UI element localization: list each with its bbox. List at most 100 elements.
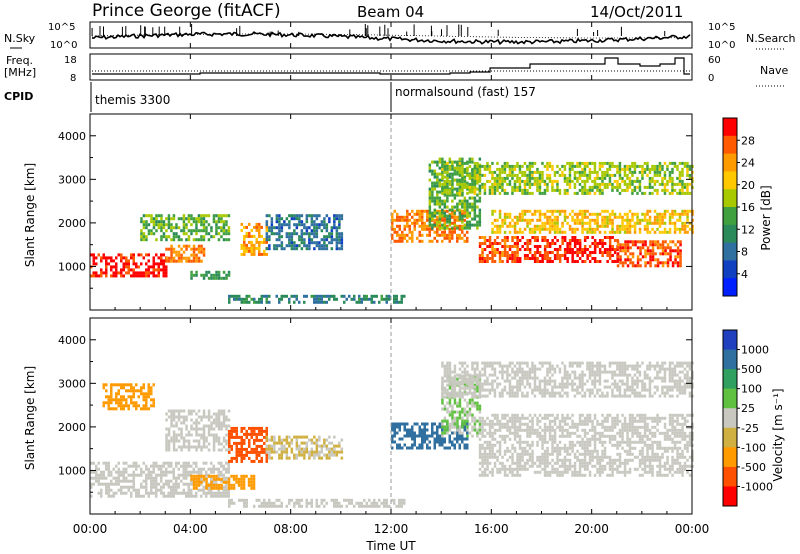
- velocity-cell: [350, 498, 353, 502]
- power-cell: [673, 182, 677, 186]
- power-cell: [513, 242, 517, 245]
- power-cell: [578, 170, 582, 174]
- power-cell: [398, 215, 401, 219]
- power-cell: [187, 238, 191, 242]
- velocity-cell: [160, 470, 163, 474]
- velocity-cell: [426, 437, 429, 441]
- power-cell: [268, 300, 271, 304]
- power-cell: [601, 173, 604, 177]
- power-cell: [446, 170, 449, 174]
- power-cell: [152, 268, 155, 272]
- velocity-cell: [456, 422, 459, 426]
- power-cell: [631, 264, 635, 268]
- power-cell: [157, 214, 161, 218]
- velocity-cell: [142, 494, 145, 498]
- power-cell: [536, 248, 539, 251]
- power-cell: [683, 230, 687, 234]
- velocity-cell: [333, 498, 336, 502]
- velocity-cell: [528, 413, 532, 417]
- velocity-cell: [237, 480, 241, 484]
- velocity-cell: [310, 498, 313, 502]
- power-cell: [476, 214, 479, 218]
- velocity-cell: [526, 467, 529, 471]
- velocity-cell: [578, 464, 582, 468]
- power-cell: [127, 268, 130, 272]
- velocity-cell: [551, 428, 554, 432]
- power-cell: [561, 164, 564, 168]
- power-cell: [461, 185, 464, 189]
- power-cell: [588, 230, 592, 234]
- power-cell: [280, 244, 284, 248]
- power-cell: [633, 188, 637, 192]
- velocity-cell: [438, 434, 441, 438]
- velocity-cell: [210, 415, 213, 419]
- power-cell: [556, 164, 559, 168]
- power-cell: [596, 176, 599, 180]
- velocity-cell: [446, 410, 449, 414]
- power-cell: [175, 253, 178, 257]
- velocity-cell: [443, 386, 447, 390]
- power-cell: [633, 227, 637, 231]
- power-cell: [105, 262, 108, 266]
- power-cell: [421, 212, 424, 216]
- power-cell: [451, 167, 454, 171]
- power-cell: [578, 209, 582, 213]
- power-cell: [583, 164, 587, 168]
- power-cell: [436, 202, 439, 206]
- power-cell: [536, 245, 539, 248]
- velocity-cell: [323, 498, 326, 502]
- power-cell: [461, 161, 464, 165]
- power-cell: [548, 230, 552, 234]
- power-cell: [270, 232, 274, 236]
- power-cell: [411, 221, 414, 225]
- velocity-cell: [177, 433, 181, 437]
- power-cell: [681, 179, 684, 183]
- power-cell: [496, 173, 499, 177]
- velocity-cell: [177, 482, 180, 486]
- power-cell: [541, 224, 544, 228]
- power-cell: [265, 214, 269, 218]
- power-cell: [443, 218, 446, 222]
- velocity-cell: [571, 413, 574, 417]
- power-cell: [260, 297, 263, 301]
- power-cell: [674, 255, 677, 259]
- power-cell: [441, 176, 444, 180]
- power-cell: [406, 224, 409, 228]
- power-cell: [654, 252, 657, 256]
- power-cell: [666, 209, 669, 213]
- power-cell: [303, 223, 306, 227]
- velocity-cell: [491, 446, 494, 450]
- power-cell: [403, 224, 406, 228]
- velocity-cell: [471, 425, 474, 429]
- power-cell: [551, 209, 554, 213]
- power-cell: [471, 175, 474, 179]
- power-cell: [688, 167, 692, 171]
- velocity-cell: [265, 426, 268, 430]
- power-cell: [230, 294, 233, 298]
- velocity-cell: [185, 476, 188, 480]
- velocity-cell: [250, 486, 253, 490]
- power-cell: [576, 251, 579, 254]
- velocity-cell: [531, 464, 534, 468]
- velocity-cell: [245, 474, 248, 478]
- power-cell: [147, 223, 151, 227]
- velocity-cell: [528, 434, 532, 438]
- power-cell: [598, 167, 602, 171]
- velocity-cell: [461, 419, 464, 423]
- velocity-cell: [468, 431, 472, 435]
- velocity-cell: [501, 461, 504, 465]
- velocity-cell: [571, 425, 574, 429]
- power-cell: [608, 212, 612, 216]
- power-cell: [453, 211, 457, 215]
- power-cell: [506, 257, 509, 260]
- power-cell: [243, 240, 246, 244]
- power-cell: [152, 232, 156, 236]
- power-cell: [556, 188, 559, 192]
- power-cell: [185, 247, 188, 251]
- power-cell: [448, 233, 451, 237]
- power-cell: [115, 271, 118, 275]
- velocity-cell: [185, 427, 188, 431]
- velocity-cell: [258, 429, 261, 433]
- power-cell: [608, 239, 612, 242]
- power-cell: [548, 257, 552, 260]
